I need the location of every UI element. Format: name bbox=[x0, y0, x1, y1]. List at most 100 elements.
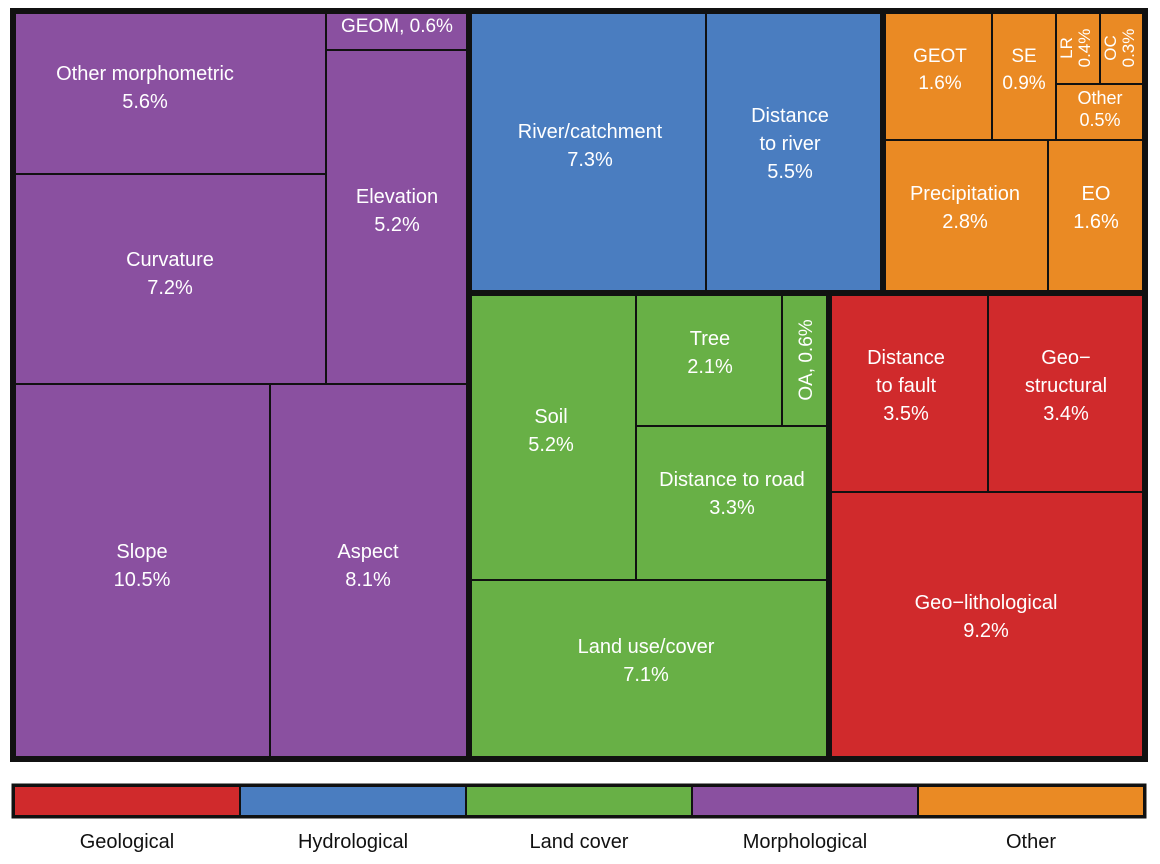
legend-item-land-cover: Land cover bbox=[465, 785, 693, 853]
precipitation-tile: Precipitation 2.8% bbox=[883, 139, 1049, 293]
legend-label-geological: Geological bbox=[80, 831, 175, 853]
distance-to-road-tile: Distance to road 3.3% bbox=[635, 425, 829, 581]
distance-to-fault-label: Distance to fault bbox=[867, 347, 945, 397]
tree-tile: Tree 2.1% bbox=[635, 293, 783, 427]
precipitation-rect bbox=[883, 139, 1049, 293]
legend-frame bbox=[11, 783, 1147, 819]
other-label: Other bbox=[1077, 88, 1122, 108]
se-rect bbox=[991, 11, 1057, 141]
se-label: SE bbox=[1011, 46, 1036, 67]
geo-structural-rect bbox=[987, 293, 1145, 493]
lr-tile: LR 0.4% bbox=[1055, 11, 1101, 85]
geot-label: GEOT bbox=[913, 46, 967, 67]
other-morphometric-tile: Other morphometric 5.6% bbox=[13, 11, 327, 175]
se-tile: SE 0.9% bbox=[991, 11, 1057, 141]
legend-label-hydrological: Hydrological bbox=[298, 831, 408, 853]
elevation-tile: Elevation 5.2% bbox=[325, 49, 469, 385]
legend-item-morphological: Morphological bbox=[691, 785, 919, 853]
precipitation-label: Precipitation bbox=[910, 183, 1020, 205]
curvature-label: Curvature bbox=[126, 249, 214, 271]
precipitation-value: 2.8% bbox=[942, 211, 988, 233]
eo-label: EO bbox=[1082, 183, 1111, 205]
legend-swatch-other bbox=[917, 785, 1145, 817]
geom-label: GEOM, 0.6% bbox=[341, 16, 453, 37]
distance-to-road-label: Distance to road bbox=[659, 469, 805, 491]
soil-value: 5.2% bbox=[528, 434, 574, 456]
tree-value: 2.1% bbox=[687, 356, 733, 378]
legend-label-other: Other bbox=[1006, 831, 1056, 853]
eo-value: 1.6% bbox=[1073, 211, 1119, 233]
distance-to-river-label: Distance to river bbox=[751, 105, 829, 155]
oa-label: OA, 0.6% bbox=[796, 319, 817, 400]
slope-value: 10.5% bbox=[114, 569, 171, 591]
distance-to-river-tile: Distance to river 5.5% bbox=[705, 11, 883, 293]
treemap-frame bbox=[10, 8, 1148, 762]
land-use-cover-label: Land use/cover bbox=[578, 636, 715, 658]
aspect-value: 8.1% bbox=[345, 569, 391, 591]
river-catchment-tile: River/catchment 7.3% bbox=[469, 11, 707, 293]
curvature-value: 7.2% bbox=[147, 277, 193, 299]
tree-label: Tree bbox=[690, 328, 730, 350]
geo-lithological-value: 9.2% bbox=[963, 620, 1009, 642]
land-use-cover-value: 7.1% bbox=[623, 664, 669, 686]
legend-item-other: Other bbox=[917, 785, 1145, 853]
legend-swatch-hydrological bbox=[239, 785, 467, 817]
river-catchment-value: 7.3% bbox=[567, 149, 613, 171]
legend-swatch-geological bbox=[13, 785, 241, 817]
distance-to-fault-rect bbox=[829, 293, 989, 493]
geot-value: 1.6% bbox=[918, 73, 961, 94]
slope-label: Slope bbox=[116, 541, 167, 563]
geom-rect bbox=[325, 11, 469, 51]
geo-lithological-rect bbox=[829, 491, 1145, 759]
legend-label-morphological: Morphological bbox=[743, 831, 868, 853]
land-use-cover-tile: Land use/cover 7.1% bbox=[469, 579, 829, 759]
se-value: 0.9% bbox=[1002, 73, 1045, 94]
river-catchment-rect bbox=[469, 11, 707, 293]
distance-to-fault-value: 3.5% bbox=[883, 403, 929, 425]
other-morphometric-rect bbox=[13, 11, 327, 175]
geo-structural-tile: Geo− structural 3.4% bbox=[987, 293, 1145, 493]
curvature-tile: Curvature 7.2% bbox=[13, 173, 327, 385]
other-morphometric-value: 5.6% bbox=[122, 91, 168, 113]
distance-to-fault-tile: Distance to fault 3.5% bbox=[829, 293, 989, 493]
lr-value: 0.4% bbox=[1075, 29, 1094, 68]
soil-tile: Soil 5.2% bbox=[469, 293, 637, 581]
slope-rect bbox=[13, 383, 271, 759]
other-rect bbox=[1055, 83, 1145, 141]
geo-structural-label: Geo− structural bbox=[1025, 347, 1107, 397]
soil-label: Soil bbox=[534, 406, 567, 428]
distance-to-road-value: 3.3% bbox=[709, 497, 755, 519]
eo-tile: EO 1.6% bbox=[1047, 139, 1145, 293]
legend-swatch-morphological bbox=[691, 785, 919, 817]
eo-rect bbox=[1047, 139, 1145, 293]
legend-swatch-land-cover bbox=[465, 785, 693, 817]
aspect-rect bbox=[269, 383, 469, 759]
distance-to-road-rect bbox=[635, 425, 829, 581]
curvature-rect bbox=[13, 173, 327, 385]
aspect-label: Aspect bbox=[337, 541, 399, 563]
slope-tile: Slope 10.5% bbox=[13, 383, 271, 759]
geo-lithological-tile: Geo−lithological 9.2% bbox=[829, 491, 1145, 759]
other-morphometric-label: Other morphometric bbox=[56, 63, 234, 85]
elevation-rect bbox=[325, 49, 469, 385]
geom-tile: GEOM, 0.6% bbox=[325, 11, 469, 51]
other-value: 0.5% bbox=[1079, 110, 1120, 130]
legend-item-geological: Geological bbox=[13, 785, 241, 853]
legend: Geological Hydrological Land cover Morpholo… bbox=[11, 783, 1147, 853]
geo-lithological-label: Geo−lithological bbox=[915, 592, 1058, 614]
oc-label: OC bbox=[1101, 35, 1120, 61]
distance-to-river-value: 5.5% bbox=[767, 161, 813, 183]
legend-item-hydrological: Hydrological bbox=[239, 785, 467, 853]
river-catchment-label: River/catchment bbox=[518, 121, 663, 143]
legend-label-land-cover: Land cover bbox=[530, 831, 629, 853]
oa-tile: OA, 0.6% bbox=[781, 293, 829, 427]
elevation-label: Elevation bbox=[356, 186, 438, 208]
geo-structural-value: 3.4% bbox=[1043, 403, 1089, 425]
geot-tile: GEOT 1.6% bbox=[883, 11, 993, 141]
oc-value: 0.3% bbox=[1119, 29, 1138, 68]
lr-label: LR bbox=[1057, 37, 1076, 59]
oc-tile: OC 0.3% bbox=[1099, 11, 1145, 85]
elevation-value: 5.2% bbox=[374, 214, 420, 236]
